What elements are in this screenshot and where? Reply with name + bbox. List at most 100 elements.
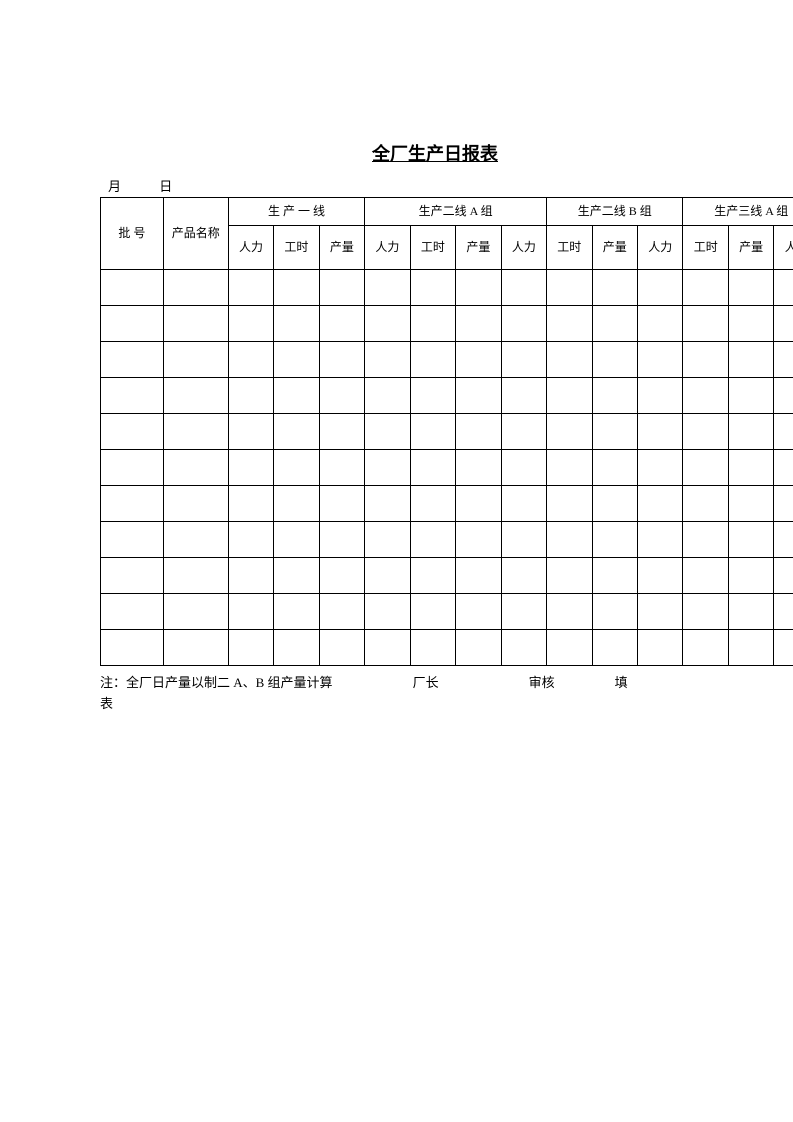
table-cell: [456, 558, 501, 594]
table-cell: [592, 270, 637, 306]
table-cell: [228, 342, 273, 378]
table-cell: [728, 342, 773, 378]
table-cell: [410, 594, 455, 630]
table-cell: [228, 270, 273, 306]
table-row: [101, 558, 793, 594]
table-cell: [592, 558, 637, 594]
col-product-header: 产品名称: [163, 198, 228, 270]
table-cell: [774, 378, 793, 414]
table-cell: [228, 522, 273, 558]
table-cell: [683, 558, 728, 594]
table-cell: [163, 558, 228, 594]
table-cell: [592, 522, 637, 558]
table-cell: [410, 450, 455, 486]
table-cell: [410, 270, 455, 306]
table-cell: [638, 486, 683, 522]
table-cell: [101, 558, 164, 594]
table-cell: [410, 378, 455, 414]
table-cell: [728, 306, 773, 342]
subcol-header-7: 工时: [547, 226, 592, 270]
table-cell: [319, 306, 365, 342]
table-cell: [228, 414, 273, 450]
table-cell: [274, 486, 319, 522]
table-cell: [163, 522, 228, 558]
table-cell: [410, 522, 455, 558]
table-cell: [728, 450, 773, 486]
table-cell: [365, 594, 410, 630]
table-cell: [638, 414, 683, 450]
table-cell: [547, 306, 592, 342]
table-cell: [228, 630, 273, 666]
table-cell: [728, 630, 773, 666]
day-label: 日: [159, 176, 172, 195]
table-cell: [274, 306, 319, 342]
table-cell: [683, 378, 728, 414]
table-cell: [410, 630, 455, 666]
table-cell: [274, 558, 319, 594]
table-cell: [456, 630, 501, 666]
subcol-header-4: 工时: [410, 226, 455, 270]
table-cell: [683, 414, 728, 450]
table-cell: [101, 414, 164, 450]
table-cell: [319, 378, 365, 414]
table-cell: [774, 342, 793, 378]
table-cell: [410, 486, 455, 522]
table-cell: [501, 270, 546, 306]
table-row: [101, 594, 793, 630]
subcol-header-11: 产量: [728, 226, 773, 270]
table-cell: [547, 378, 592, 414]
table-cell: [547, 486, 592, 522]
table-cell: [456, 414, 501, 450]
month-label: 月: [108, 176, 138, 195]
col-batch-header: 批 号: [101, 198, 164, 270]
table-cell: [101, 594, 164, 630]
table-cell: [683, 342, 728, 378]
table-cell: [592, 306, 637, 342]
table-cell: [274, 378, 319, 414]
table-cell: [365, 558, 410, 594]
table-cell: [365, 306, 410, 342]
table-row: [101, 306, 793, 342]
subcol-header-10: 工时: [683, 226, 728, 270]
table-cell: [101, 378, 164, 414]
table-cell: [365, 342, 410, 378]
subcol-header-12: 人力: [774, 226, 793, 270]
table-cell: [501, 414, 546, 450]
table-cell: [410, 306, 455, 342]
table-cell: [547, 630, 592, 666]
table-cell: [683, 522, 728, 558]
table-cell: [101, 306, 164, 342]
table-cell: [456, 450, 501, 486]
footer-line: 注：全厂日产量以制二 A、B 组产量计算 厂长 审核 填: [100, 672, 793, 691]
table-cell: [501, 342, 546, 378]
table-cell: [774, 270, 793, 306]
table-cell: [547, 558, 592, 594]
table-cell: [163, 450, 228, 486]
table-cell: [683, 594, 728, 630]
table-cell: [228, 486, 273, 522]
table-cell: [319, 486, 365, 522]
table-cell: [638, 594, 683, 630]
table-cell: [365, 486, 410, 522]
table-cell: [728, 558, 773, 594]
table-cell: [274, 270, 319, 306]
table-cell: [319, 342, 365, 378]
table-cell: [592, 630, 637, 666]
table-cell: [638, 306, 683, 342]
table-cell: [101, 522, 164, 558]
table-cell: [319, 522, 365, 558]
table-cell: [501, 522, 546, 558]
table-cell: [410, 558, 455, 594]
group-header-0: 生 产 一 线: [228, 198, 364, 226]
subcol-header-9: 人力: [638, 226, 683, 270]
table-cell: [319, 450, 365, 486]
table-cell: [274, 342, 319, 378]
table-cell: [501, 630, 546, 666]
table-cell: [319, 594, 365, 630]
table-cell: [683, 270, 728, 306]
table-cell: [228, 594, 273, 630]
group-header-1: 生产二线 A 组: [365, 198, 547, 226]
table-cell: [319, 270, 365, 306]
table-cell: [638, 522, 683, 558]
table-cell: [456, 522, 501, 558]
